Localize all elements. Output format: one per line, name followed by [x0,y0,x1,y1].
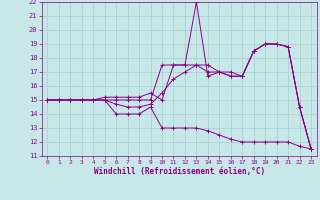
X-axis label: Windchill (Refroidissement éolien,°C): Windchill (Refroidissement éolien,°C) [94,167,265,176]
